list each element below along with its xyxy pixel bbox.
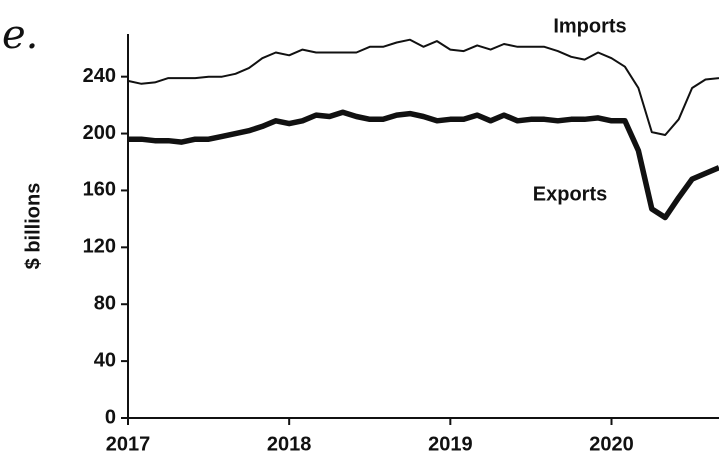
y-axis-label: $ billions — [22, 183, 44, 270]
x-tick-label: 2017 — [106, 433, 151, 455]
series-label: Imports — [553, 15, 626, 37]
y-tick-label: 160 — [83, 179, 116, 201]
series-line — [127, 38, 719, 136]
series-label: Exports — [533, 183, 607, 205]
y-tick-label: 120 — [83, 236, 116, 258]
y-tick-label: 240 — [83, 65, 116, 87]
y-tick-label: 0 — [105, 406, 116, 428]
y-tick-label: 200 — [83, 122, 116, 144]
x-tick-label: 2018 — [267, 433, 312, 455]
x-tick-label: 2020 — [589, 433, 634, 455]
x-tick-label: 2019 — [428, 433, 473, 455]
y-tick-label: 80 — [94, 293, 116, 315]
series-line — [128, 109, 719, 221]
handwritten-annotation: e. — [2, 12, 38, 58]
y-tick-label: 40 — [94, 349, 116, 371]
